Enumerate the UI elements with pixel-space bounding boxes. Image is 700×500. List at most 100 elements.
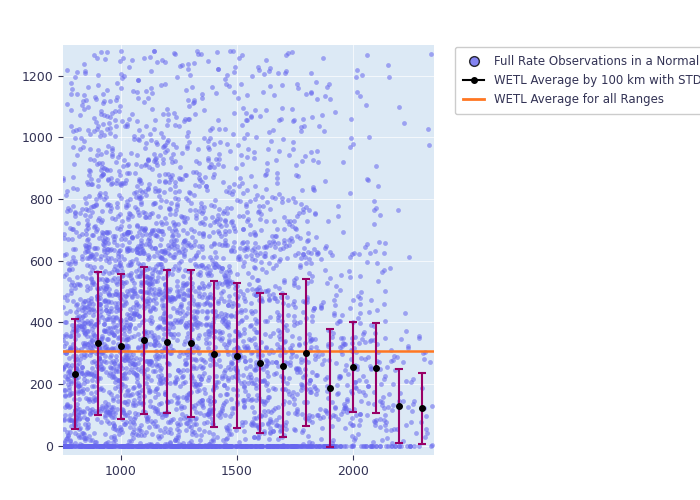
Point (340, 361, 351, 369)
Point (155, 254, 167, 262)
Point (122, 213, 134, 221)
Point (231, 270, 242, 278)
Point (206, 307, 217, 315)
Point (288, 280, 300, 288)
Point (267, 406, 279, 414)
Point (128, 368, 139, 376)
Point (74, 442, 85, 450)
Point (172, 436, 183, 444)
Point (192, 387, 203, 395)
Point (369, 220, 380, 228)
Point (94, 348, 106, 356)
Point (405, 418, 416, 426)
Point (176, 402, 187, 410)
Point (375, 380, 386, 388)
Point (153, 170, 164, 178)
Point (289, 116, 300, 124)
Point (136, 245, 147, 253)
Point (66, 256, 77, 264)
Point (228, 238, 239, 246)
Point (195, 219, 206, 227)
Point (97, 276, 108, 283)
Point (141, 332, 152, 340)
Point (270, 442, 281, 450)
Point (216, 264, 228, 272)
Point (370, 442, 382, 450)
Point (346, 388, 358, 396)
Point (190, 442, 202, 450)
Point (353, 422, 364, 430)
Point (90, 222, 101, 230)
Point (246, 72, 257, 80)
Point (77, 299, 88, 307)
Point (78, 97, 89, 105)
Point (413, 334, 424, 342)
Point (137, 247, 148, 255)
Point (160, 442, 172, 450)
Point (141, 442, 153, 450)
Point (387, 406, 398, 414)
Point (335, 334, 346, 342)
Point (99, 352, 111, 360)
Point (165, 199, 176, 207)
Point (120, 316, 131, 324)
Point (181, 86, 192, 94)
Point (291, 442, 302, 450)
Point (118, 442, 130, 450)
Point (219, 218, 230, 226)
Point (240, 364, 251, 372)
Point (85, 144, 96, 152)
Point (163, 360, 174, 368)
Point (152, 352, 163, 360)
Point (86, 376, 97, 384)
Point (155, 432, 167, 440)
Point (60, 411, 71, 419)
Point (106, 144, 118, 152)
Point (155, 196, 167, 203)
Point (402, 442, 413, 450)
Point (93, 442, 104, 450)
Point (188, 320, 199, 328)
Point (249, 106, 260, 114)
Point (98, 230, 109, 237)
Point (113, 382, 124, 390)
Point (133, 442, 144, 450)
Point (260, 361, 272, 369)
Point (83, 395, 94, 403)
Point (111, 96, 122, 104)
Point (174, 442, 185, 450)
Point (193, 145, 204, 153)
Point (207, 436, 218, 444)
Point (130, 266, 141, 274)
Point (244, 198, 256, 205)
Point (168, 236, 179, 244)
Point (74, 296, 85, 304)
Point (128, 287, 139, 295)
Point (77, 312, 88, 320)
Point (81, 282, 92, 290)
Point (69, 418, 80, 426)
Point (251, 328, 262, 336)
Point (314, 442, 325, 450)
Point (152, 390, 163, 398)
Point (71, 376, 82, 384)
Point (87, 278, 98, 286)
Point (60, 392, 71, 400)
Point (99, 244, 110, 252)
Point (125, 438, 136, 446)
Point (64, 438, 76, 446)
Point (380, 411, 391, 419)
Point (79, 138, 90, 145)
Point (209, 163, 220, 171)
Point (97, 442, 108, 450)
Point (71, 313, 83, 321)
Point (186, 233, 197, 241)
Point (135, 432, 146, 440)
Point (219, 440, 230, 448)
Point (97, 269, 108, 277)
Point (78, 434, 89, 442)
Point (197, 442, 208, 450)
Point (73, 220, 84, 228)
Point (349, 382, 360, 390)
Point (221, 346, 232, 354)
